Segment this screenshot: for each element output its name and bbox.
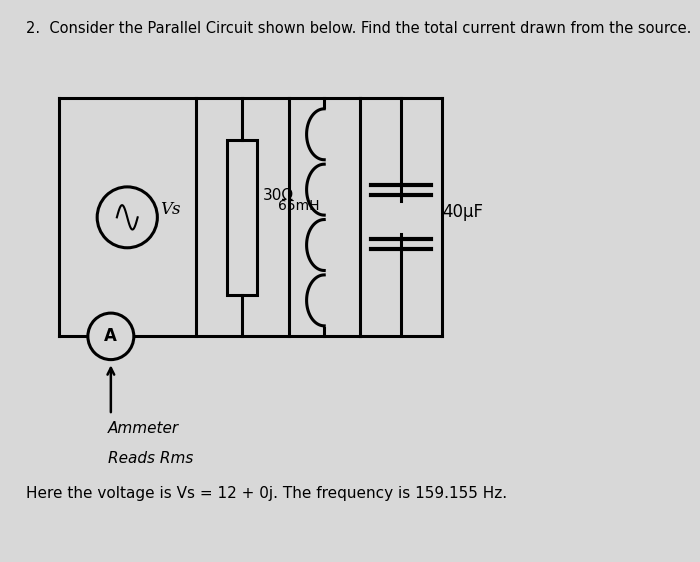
Text: Ammeter: Ammeter xyxy=(108,420,179,436)
Text: 2.  Consider the Parallel Circuit shown below. Find the total current drawn from: 2. Consider the Parallel Circuit shown b… xyxy=(26,21,692,36)
Circle shape xyxy=(88,313,134,360)
Bar xyxy=(227,140,258,295)
Text: 30Ω: 30Ω xyxy=(263,188,294,203)
Text: Here the voltage is Vs = 12 + 0j. The frequency is 159.155 Hz.: Here the voltage is Vs = 12 + 0j. The fr… xyxy=(26,486,507,501)
Text: A: A xyxy=(104,328,118,346)
Text: 40μF: 40μF xyxy=(442,203,483,221)
Text: 65mH: 65mH xyxy=(278,200,319,213)
Text: Vs: Vs xyxy=(160,201,181,217)
Text: Reads Rms: Reads Rms xyxy=(108,451,193,466)
